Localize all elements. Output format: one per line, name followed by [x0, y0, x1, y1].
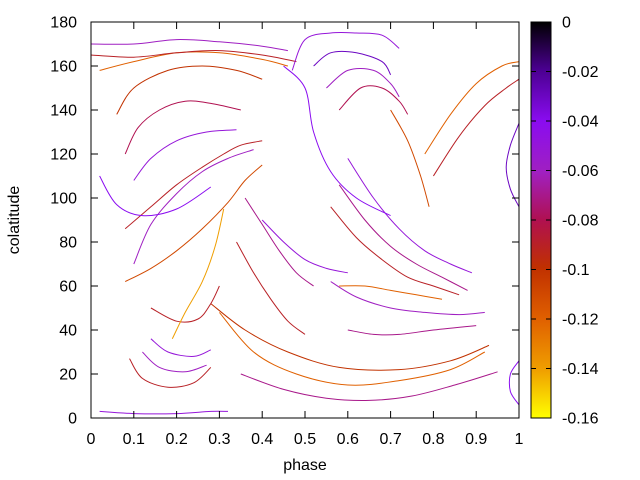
x-tick-label: 0.1	[123, 431, 145, 448]
field-line-32	[283, 65, 391, 217]
y-tick-label: 80	[59, 235, 77, 252]
field-line-16	[99, 51, 289, 71]
field-line-11	[133, 149, 254, 265]
field-line-18	[90, 39, 288, 52]
x-tick-label: 0.2	[165, 431, 187, 448]
y-tick-label: 140	[50, 103, 77, 120]
field-line-12	[99, 175, 212, 217]
colorbar-tick-label: -0.1	[562, 262, 590, 279]
field-line-26	[347, 158, 473, 274]
plot-lines	[90, 31, 520, 415]
y-tick-label: 180	[50, 15, 77, 32]
field-line-9	[124, 164, 263, 283]
x-tick-label: 0	[87, 431, 96, 448]
y-tick-label: 0	[68, 411, 77, 428]
x-tick-label: 0.4	[251, 431, 273, 448]
colorbar-tick-label: 0	[562, 15, 571, 32]
y-tick-label: 160	[50, 59, 77, 76]
y-tick-label: 100	[50, 191, 77, 208]
field-line-21	[326, 67, 400, 98]
field-line-28	[330, 206, 460, 296]
field-line-10	[124, 140, 263, 230]
field-line-34	[244, 197, 314, 287]
x-tick-label: 0.9	[465, 431, 487, 448]
field-line-36	[505, 123, 520, 208]
field-line-30	[339, 285, 443, 300]
field-line-22	[338, 85, 409, 115]
field-line-0	[99, 410, 229, 415]
y-axis-title: colatitude	[6, 186, 23, 255]
field-line-2	[219, 312, 486, 386]
field-line-20	[313, 50, 392, 76]
y-tick-label: 20	[59, 367, 77, 384]
field-line-23	[424, 61, 520, 155]
field-line-24	[432, 78, 520, 177]
field-line-15	[116, 65, 263, 115]
y-tick-label: 60	[59, 279, 77, 296]
colorbar-tick-label: -0.16	[562, 411, 599, 428]
field-line-6	[150, 338, 212, 357]
colorbar-ticks: 0 -0.02 -0.04 -0.06 -0.08 -0.1 -0.12 -0.14 -0.16	[531, 15, 599, 428]
field-line-3	[210, 303, 490, 371]
field-line-14	[124, 100, 241, 155]
x-tick-label: 0.3	[208, 431, 230, 448]
field-line-8	[171, 208, 225, 340]
field-line-7	[150, 285, 220, 323]
field-line-27	[338, 184, 468, 291]
field-line-31	[347, 325, 477, 336]
y-axis: 0 20 40 60 80 100 120 140 160 180	[50, 15, 519, 428]
x-tick-label: 1	[515, 431, 524, 448]
field-line-35	[236, 241, 306, 335]
field-line-5	[142, 351, 207, 373]
field-line-4	[129, 358, 212, 388]
field-line-33	[261, 219, 348, 274]
colorbar-tick-label: -0.06	[562, 163, 599, 180]
x-axis: 0 0.1 0.2 0.3 0.4 0.5 0.6 0.7 0.8 0.9 1	[87, 22, 524, 448]
colorbar-tick-label: -0.12	[562, 312, 599, 329]
field-line-17	[90, 50, 297, 63]
field-line-19	[291, 31, 400, 71]
x-tick-label: 0.7	[379, 431, 401, 448]
y-tick-label: 40	[59, 323, 77, 340]
field-line-29	[330, 281, 485, 316]
x-tick-label: 0.6	[337, 431, 359, 448]
colorbar-tick-label: -0.14	[562, 361, 599, 378]
x-axis-title: phase	[283, 457, 327, 474]
colorbar-tick-label: -0.04	[562, 114, 599, 131]
x-tick-label: 0.8	[422, 431, 444, 448]
field-line-25	[390, 109, 430, 207]
field-line-1	[240, 371, 498, 401]
field-line-13	[133, 129, 237, 181]
field-line-37	[508, 360, 520, 406]
y-tick-label: 120	[50, 147, 77, 164]
colorbar-tick-label: -0.02	[562, 64, 599, 81]
colorbar-tick-label: -0.08	[562, 213, 599, 230]
x-tick-label: 0.5	[294, 431, 316, 448]
